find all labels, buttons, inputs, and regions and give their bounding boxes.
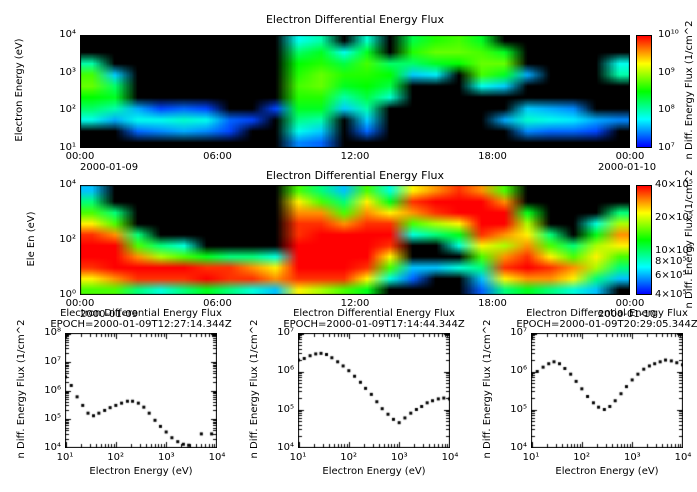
- tick-label: 10²: [107, 452, 125, 463]
- spectro1-y-axis-label: Electron Energy (eV): [14, 38, 25, 142]
- tick-label: 00:00: [65, 298, 95, 309]
- tick-label: 10⁴: [441, 452, 459, 463]
- spectrum2-epoch: EPOCH=2000-01-09T17:14:44.344Z: [283, 319, 465, 330]
- tick-label: 10⁸: [658, 104, 675, 116]
- tick-label: 06:00: [203, 151, 232, 162]
- tick-label: 10⁷: [44, 355, 61, 367]
- tick-label: 12:00: [340, 298, 370, 309]
- tick-label: 6×10⁵: [655, 269, 687, 281]
- tick-label: 40×10⁵: [655, 179, 693, 190]
- tick-label: 10⁶: [510, 365, 527, 377]
- tick-label: 10¹: [522, 452, 540, 463]
- tick-label: 10⁶: [277, 365, 294, 377]
- tick-label: 00:00: [615, 151, 645, 162]
- spectrum-plot-1: [65, 333, 217, 448]
- tick-label: 10⁴: [44, 442, 61, 453]
- tick-label: 10⁴: [59, 29, 76, 40]
- tick-label: 20×10⁵: [655, 212, 693, 224]
- tick-label: 10⁶: [44, 384, 61, 396]
- tick-label: 10²: [59, 234, 76, 245]
- spectrum1-title: Electron Differential Energy Flux: [60, 308, 222, 319]
- tick-label: 10⁴: [277, 442, 294, 453]
- tick-label: 10⁵: [44, 413, 61, 425]
- tick-label: 10¹⁰: [658, 29, 679, 40]
- spectrum2-title: Electron Differential Energy Flux: [293, 308, 455, 319]
- tick-label: 10⁰: [59, 289, 76, 300]
- spectro2-date-left: 2000-01-09: [80, 309, 139, 320]
- spectrum1-x-axis-label: Electron Energy (eV): [89, 466, 193, 477]
- spectrum2-y-axis-label: n Diff. Energy Flux (1/cm^2: [249, 319, 260, 459]
- spectro2-date-right: 2000-01-10: [598, 309, 657, 320]
- tick-label: 10⁴: [208, 452, 226, 463]
- tick-label: 10⁴: [674, 452, 692, 463]
- spectrum3-y-axis-label: n Diff. Energy Flux (1/cm^2: [482, 319, 493, 459]
- spectro1-heatmap: [80, 35, 630, 148]
- tick-label: 12:00: [340, 151, 370, 162]
- tick-label: 8×10⁵: [655, 255, 687, 267]
- spectrum3-epoch: EPOCH=2000-01-09T20:29:05.344Z: [516, 319, 697, 330]
- tick-label: 10³: [59, 66, 76, 78]
- tick-label: 10³: [157, 452, 175, 463]
- spectrum1-epoch: EPOCH=2000-01-09T12:27:14.344Z: [50, 319, 232, 330]
- spectro1-date-left: 2000-01-09: [80, 162, 139, 173]
- tick-label: 10⁵: [510, 403, 527, 415]
- spectrum3-title: Electron Differential Energy Flux: [526, 308, 688, 319]
- tick-label: 10⁸: [44, 327, 61, 338]
- tick-label: 10⁴: [510, 442, 527, 453]
- tick-label: 10²: [573, 452, 591, 463]
- spectro1-colorbar: [636, 35, 652, 148]
- spectro2-heatmap: [80, 185, 630, 295]
- tick-label: 10³: [623, 452, 641, 463]
- spectrum3-x-axis-label: Electron Energy (eV): [555, 466, 659, 477]
- tick-label: 10¹: [59, 142, 76, 153]
- spectrum2-x-axis-label: Electron Energy (eV): [322, 466, 426, 477]
- tick-label: 10²: [340, 452, 358, 463]
- tick-label: 10⁷: [277, 327, 294, 338]
- tick-label: 10²: [59, 104, 76, 116]
- spectro1-title: Electron Differential Energy Flux: [265, 13, 445, 26]
- tick-label: 10⁷: [658, 142, 675, 153]
- tick-label: 10¹: [289, 452, 307, 463]
- tick-label: 4×10⁵: [655, 289, 687, 300]
- spectrum-plot-3: [531, 333, 683, 448]
- tick-label: 10⁴: [59, 179, 76, 190]
- tick-label: 00:00: [615, 298, 645, 309]
- tick-label: 10⁹: [658, 66, 675, 78]
- spectro2-title: Electron Differential Energy Flux: [265, 169, 445, 182]
- spectro2-colorbar: [636, 185, 652, 295]
- spectrum-plot-2: [298, 333, 450, 448]
- tick-label: 10⁵: [277, 403, 294, 415]
- tick-label: 18:00: [478, 298, 507, 309]
- tick-label: 10×10⁵: [655, 245, 693, 257]
- spectrum1-y-axis-label: n Diff. Energy Flux (1/cm^2: [16, 319, 27, 459]
- tick-label: 10³: [390, 452, 408, 463]
- tick-label: 00:00: [65, 151, 95, 162]
- spectro1-date-right: 2000-01-10: [598, 162, 657, 173]
- tick-label: 10⁷: [510, 327, 527, 338]
- tick-label: 06:00: [203, 298, 232, 309]
- tick-label: 18:00: [478, 151, 507, 162]
- tick-label: 10¹: [56, 452, 74, 463]
